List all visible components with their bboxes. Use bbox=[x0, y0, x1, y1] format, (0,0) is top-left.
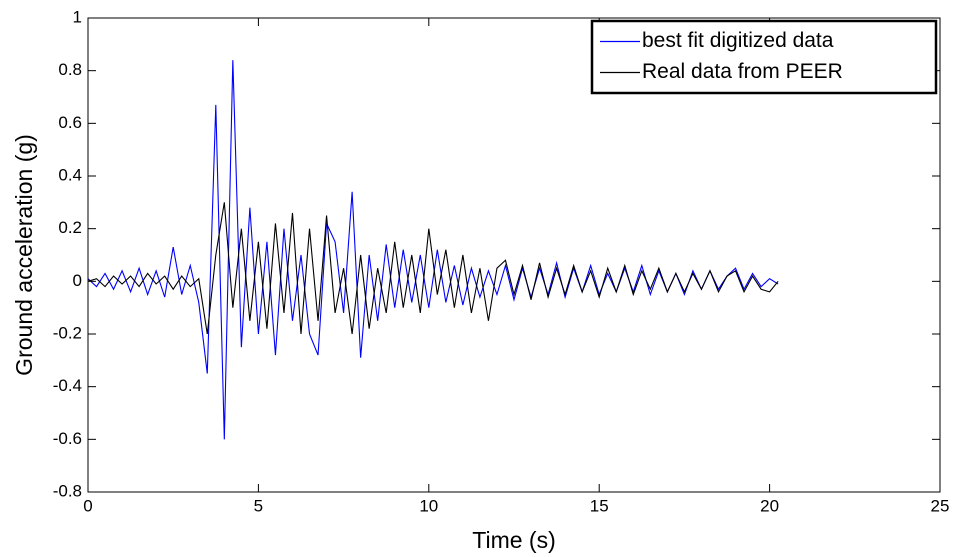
legend-label: Real data from PEER bbox=[642, 60, 843, 83]
x-tick-label: 10 bbox=[419, 496, 438, 515]
x-tick-label: 0 bbox=[83, 496, 92, 515]
legend-label: best fit digitized data bbox=[642, 29, 834, 52]
axes-box bbox=[87, 17, 941, 493]
y-axis-label: Ground acceleration (g) bbox=[11, 134, 37, 376]
x-tick-label: 5 bbox=[254, 496, 263, 515]
y-tick-label: 0 bbox=[73, 271, 82, 290]
x-tick-label: 15 bbox=[590, 496, 609, 515]
y-tick-label: 0.8 bbox=[58, 60, 82, 79]
y-tick-label: -0.2 bbox=[53, 323, 82, 342]
y-tick-label: 0.6 bbox=[58, 113, 82, 132]
x-tick-label: 20 bbox=[760, 496, 779, 515]
y-tick-label: 0.4 bbox=[58, 165, 82, 184]
y-tick-label: 1 bbox=[73, 7, 82, 26]
y-tick-label: 0.2 bbox=[58, 218, 82, 237]
y-tick-label: -0.4 bbox=[53, 376, 82, 395]
legend: best fit digitized data Real data from PE… bbox=[590, 19, 938, 95]
legend-box bbox=[590, 19, 938, 95]
y-tick-label: -0.8 bbox=[53, 481, 82, 500]
y-tick-label: -0.6 bbox=[53, 429, 82, 448]
x-axis-label: Time (s) bbox=[472, 527, 555, 553]
plot-area bbox=[87, 60, 779, 440]
data-line bbox=[87, 202, 779, 335]
x-tick-label: 25 bbox=[931, 496, 950, 515]
